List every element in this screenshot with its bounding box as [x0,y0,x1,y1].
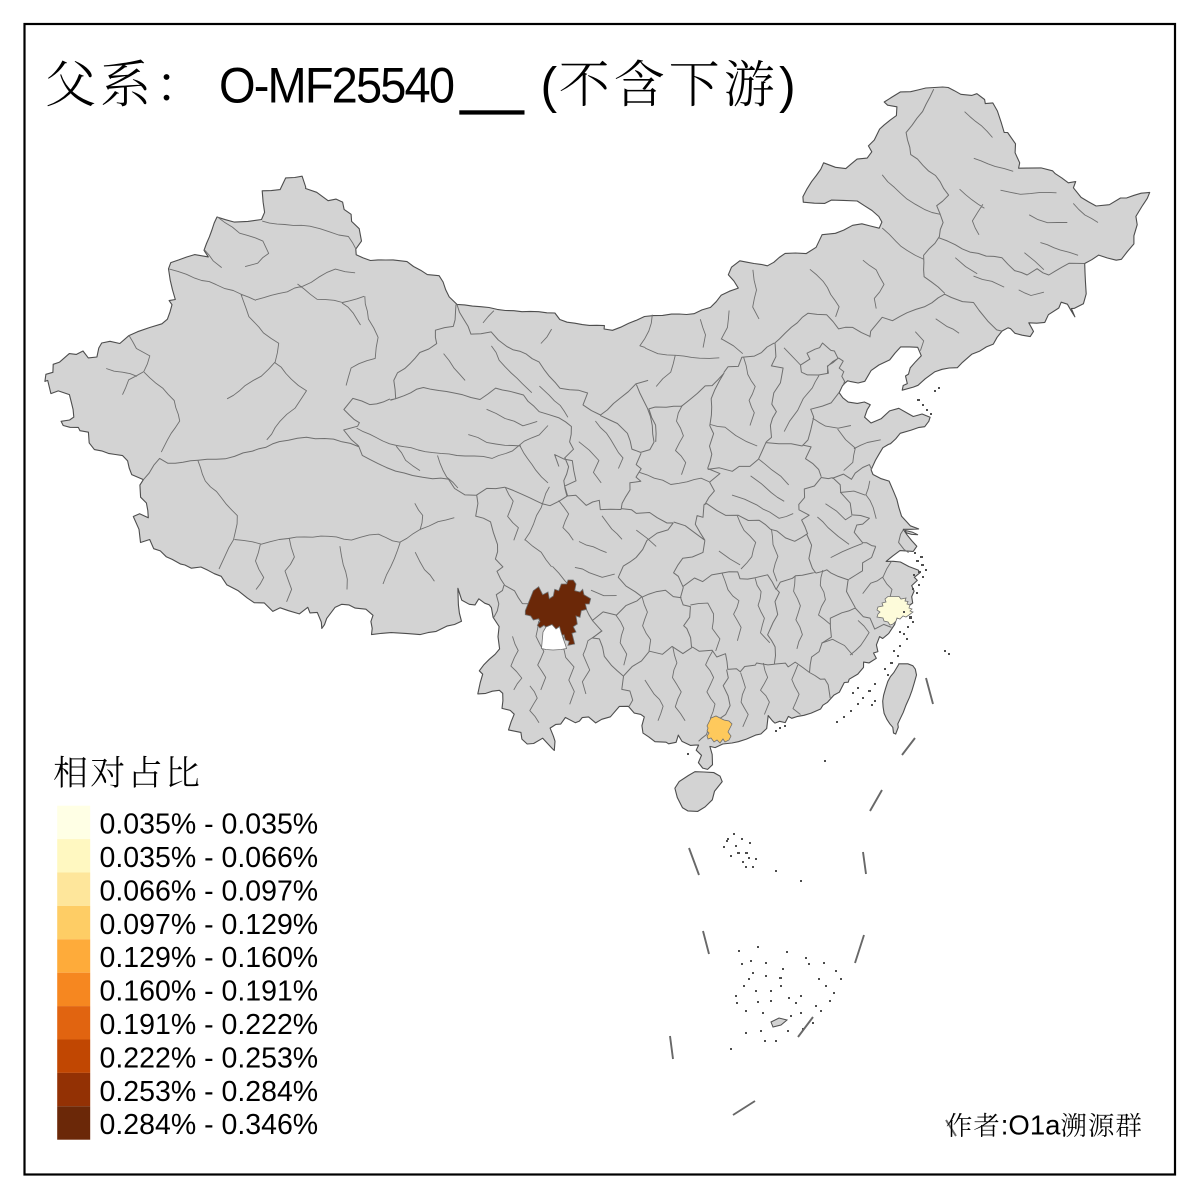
svg-text:0.160% - 0.191%: 0.160% - 0.191% [100,976,319,1008]
svg-text:0.191% - 0.222%: 0.191% - 0.222% [100,1009,319,1041]
svg-text:O-MF25540: O-MF25540 [219,58,455,114]
svg-text:): ) [779,58,796,114]
svg-text:0.222% - 0.253%: 0.222% - 0.253% [100,1042,319,1074]
svg-text:0.253% - 0.284%: 0.253% - 0.284% [100,1076,319,1108]
svg-text:0.097% - 0.129%: 0.097% - 0.129% [100,909,319,941]
svg-text:0.035% - 0.066%: 0.035% - 0.066% [100,842,319,874]
svg-text:0.066% - 0.097%: 0.066% - 0.097% [100,875,319,907]
svg-text:0.035% - 0.035%: 0.035% - 0.035% [100,809,319,841]
svg-text:0.129% - 0.160%: 0.129% - 0.160% [100,942,319,974]
svg-text:(: ( [541,58,558,114]
svg-text::O1a: :O1a [1001,1110,1061,1141]
svg-text:0.284% - 0.346%: 0.284% - 0.346% [100,1109,319,1141]
